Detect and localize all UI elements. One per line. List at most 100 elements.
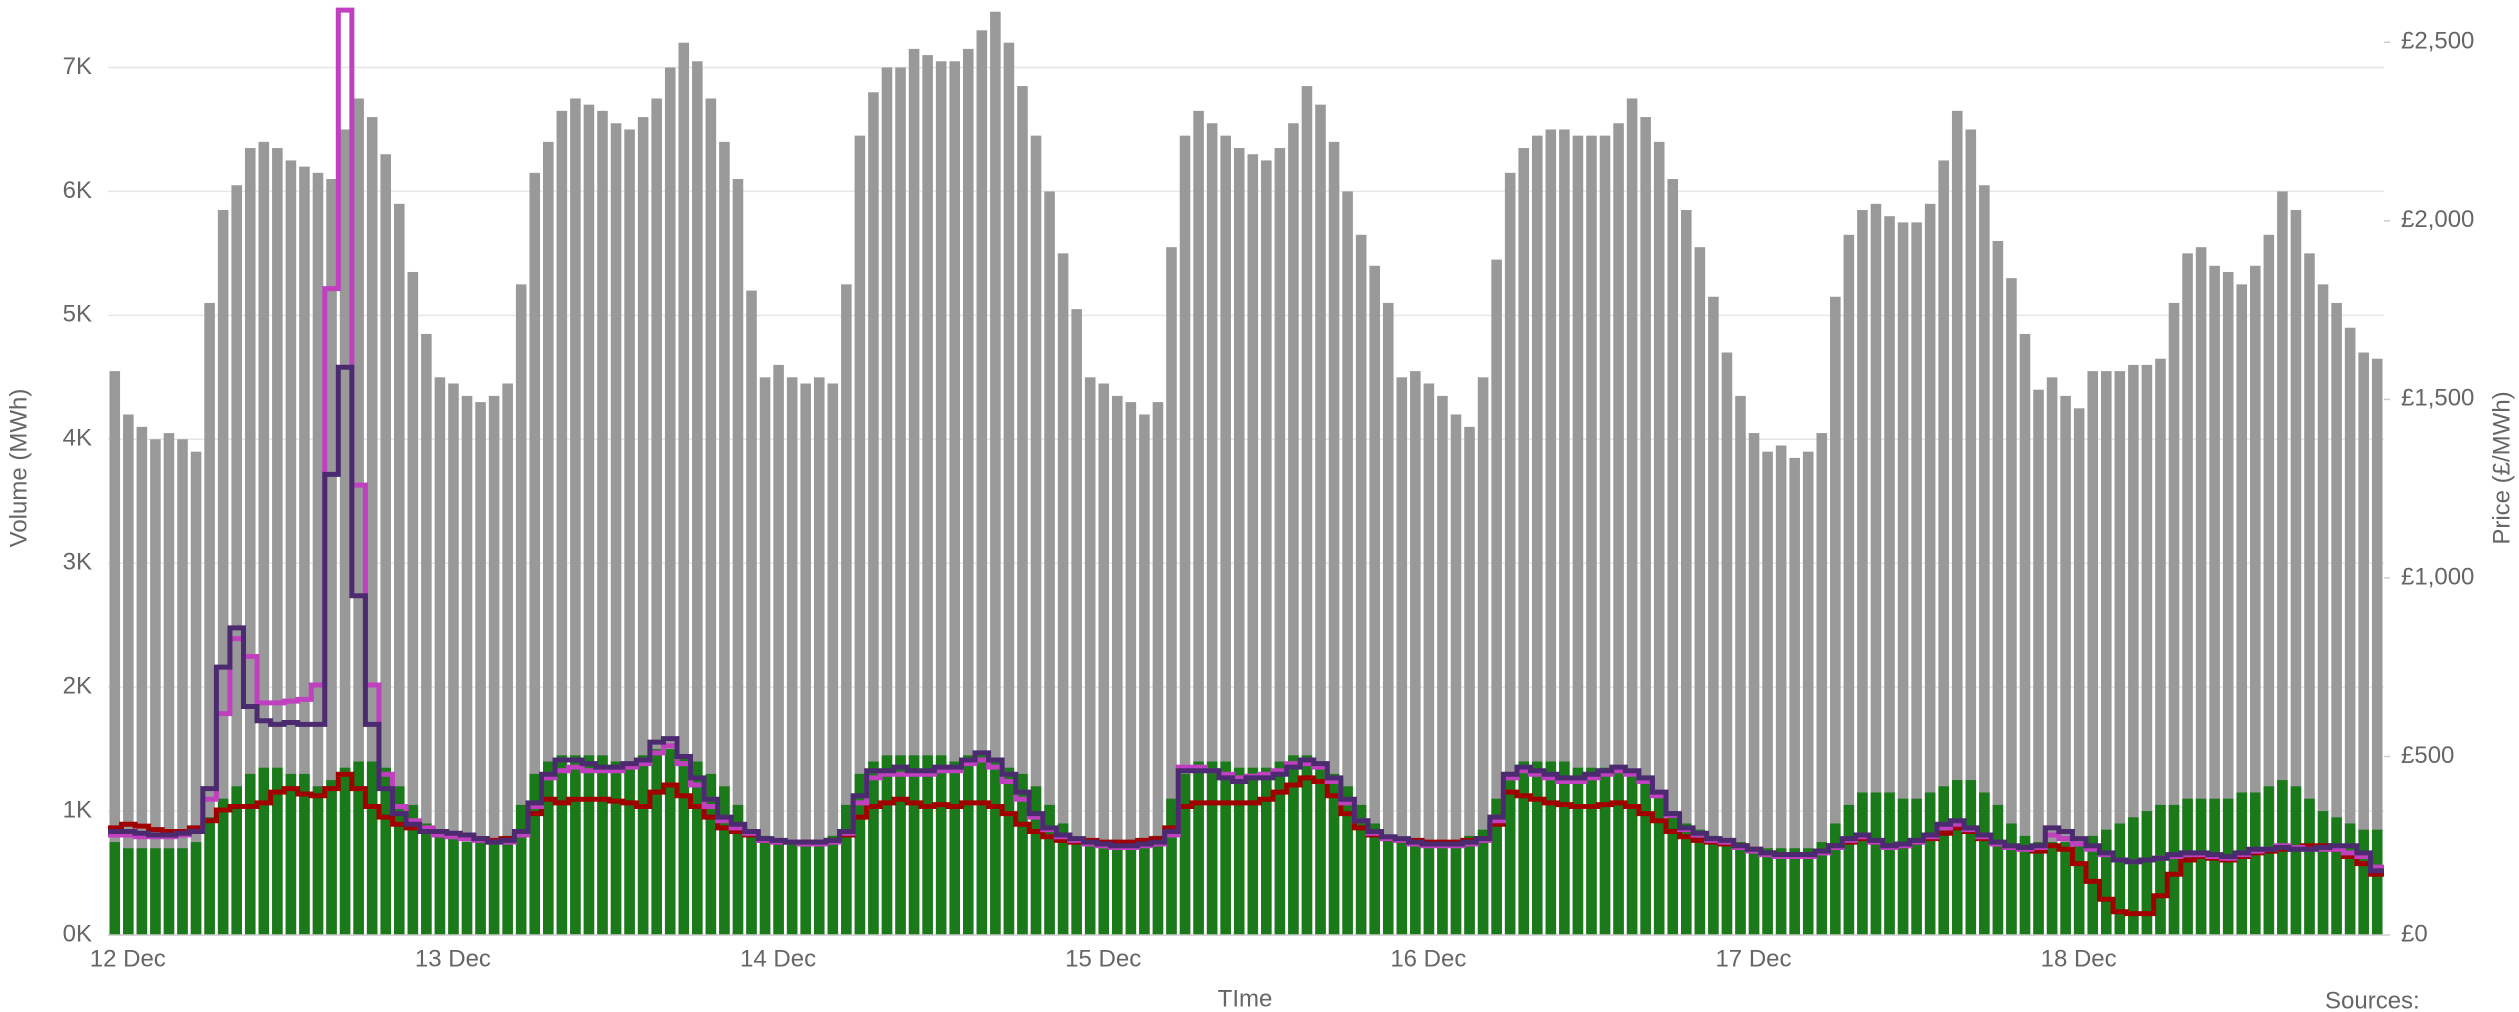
bar <box>2141 364 2153 935</box>
bar <box>1396 377 1408 935</box>
bar <box>962 755 974 935</box>
bar <box>908 48 920 936</box>
bar <box>827 383 839 935</box>
bar <box>2209 265 2220 935</box>
bar <box>2033 389 2044 935</box>
bar <box>366 761 378 935</box>
bar <box>719 141 730 936</box>
bar <box>1789 848 1800 935</box>
bar <box>583 755 595 935</box>
bar <box>1830 823 1841 935</box>
bar <box>705 773 717 935</box>
bar <box>123 414 134 936</box>
bar <box>123 848 134 935</box>
bar <box>1965 780 1977 935</box>
bar <box>2100 829 2112 935</box>
x-tick-label: 12 Dec <box>90 945 166 972</box>
bar <box>407 271 419 935</box>
bar <box>353 761 364 935</box>
bar <box>1261 767 1272 935</box>
bar <box>1261 160 1272 935</box>
bar <box>1233 767 1245 935</box>
bar <box>1437 842 1448 935</box>
bar <box>2100 371 2112 935</box>
bar <box>1681 823 1692 935</box>
bar <box>841 804 852 935</box>
bar <box>732 804 744 935</box>
bar <box>1017 86 1028 936</box>
bar <box>1518 148 1530 935</box>
bar <box>136 426 148 935</box>
y-tick-label: 5K <box>63 301 92 328</box>
bar <box>570 755 581 935</box>
bar <box>109 842 121 935</box>
bar <box>1328 773 1340 935</box>
bar <box>1559 761 1570 935</box>
bar <box>1775 848 1787 935</box>
bar <box>1220 135 1231 936</box>
bar <box>922 755 933 935</box>
bar <box>502 835 513 935</box>
bar <box>543 761 554 935</box>
bar <box>1979 185 1990 935</box>
bar <box>1491 798 1502 935</box>
bar <box>461 395 473 935</box>
bar <box>2114 371 2126 935</box>
bar <box>1206 123 1218 935</box>
bar <box>2331 302 2342 935</box>
bar <box>1667 811 1679 935</box>
bar <box>393 786 405 935</box>
bar <box>1166 798 1177 935</box>
bar <box>624 129 635 935</box>
bar <box>1531 761 1543 935</box>
bar <box>163 848 175 935</box>
bar <box>1586 135 1597 936</box>
bar <box>1979 792 1990 935</box>
bar <box>949 761 961 935</box>
bar <box>2331 817 2342 935</box>
bar <box>1951 780 1963 935</box>
bar <box>1057 253 1069 936</box>
bar <box>204 817 215 935</box>
bar <box>1572 767 1584 935</box>
bar <box>2087 371 2099 935</box>
bar <box>1193 761 1204 935</box>
bar <box>366 117 378 935</box>
bar <box>1003 767 1015 935</box>
bar <box>610 123 622 935</box>
bar <box>2236 792 2248 935</box>
bar <box>285 773 297 935</box>
bar <box>1166 247 1177 936</box>
bar <box>488 842 500 935</box>
bar <box>312 786 324 935</box>
bar <box>1640 117 1651 935</box>
bar <box>1342 786 1353 935</box>
bar <box>1884 216 1895 936</box>
bar <box>380 154 392 935</box>
bar <box>881 755 893 935</box>
bar <box>1735 842 1746 935</box>
bar <box>150 439 161 935</box>
bar <box>2263 234 2275 935</box>
bar <box>1450 414 1462 936</box>
bar <box>231 185 242 935</box>
bar <box>1965 129 1977 935</box>
bar <box>1762 848 1773 935</box>
bar <box>813 842 825 935</box>
bar <box>1830 296 1841 935</box>
bar <box>1545 129 1557 935</box>
bar <box>1721 352 1733 935</box>
bar <box>2222 271 2234 935</box>
bar <box>353 98 364 936</box>
bar <box>2087 835 2099 935</box>
bar <box>1694 829 1706 935</box>
bar <box>1504 773 1516 935</box>
bar <box>1477 377 1489 935</box>
bar <box>2128 817 2139 935</box>
bar <box>272 767 283 935</box>
y-tick-label: 3K <box>63 549 92 576</box>
y-tick-label: 0K <box>63 920 92 947</box>
bar <box>746 290 757 935</box>
bar <box>1667 179 1679 936</box>
bar <box>2155 358 2166 935</box>
